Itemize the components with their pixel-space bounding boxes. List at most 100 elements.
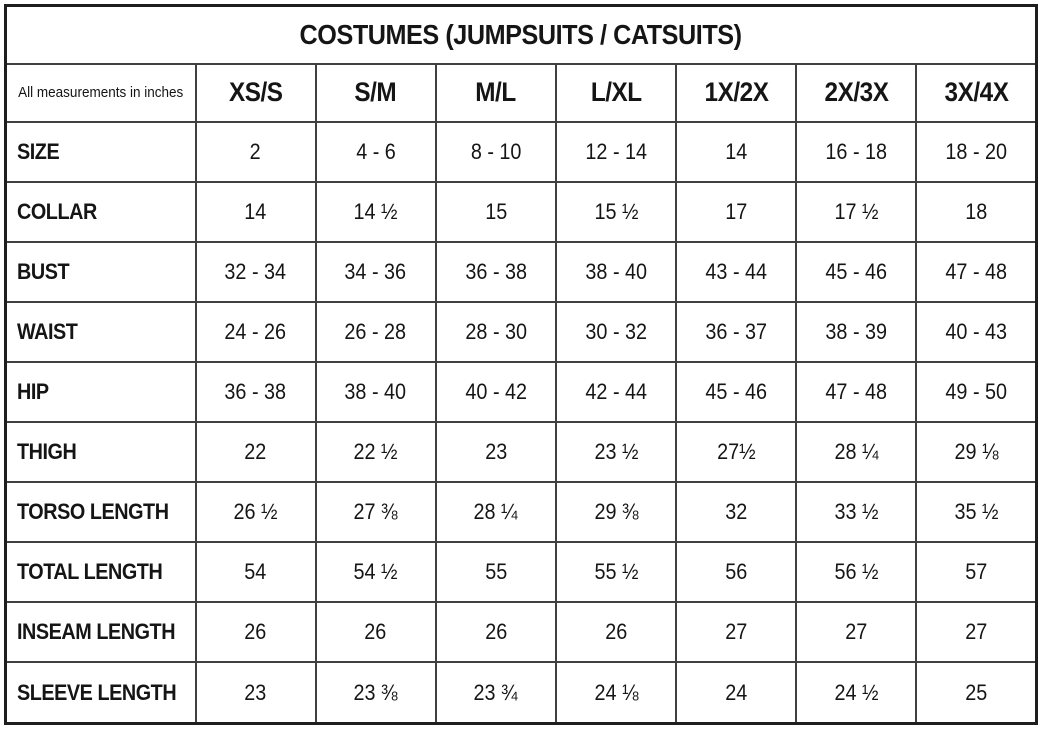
cell-value: 26	[364, 619, 387, 645]
cell-value: 2	[250, 138, 262, 164]
cell-value: 14	[725, 138, 748, 164]
cell-value: 27	[725, 619, 748, 645]
cell: 43 - 44	[675, 240, 798, 303]
cell: 25	[915, 661, 1038, 725]
cell: 26 ½	[194, 480, 317, 544]
cell: 42 - 44	[554, 360, 678, 423]
cell-value: 23 ½	[593, 438, 639, 464]
cell-value: 55	[484, 559, 507, 585]
cell-value: 26 - 28	[344, 318, 407, 344]
cell: 23	[434, 420, 557, 483]
cell: 17	[675, 180, 798, 243]
column-header-text: S/M	[354, 77, 397, 107]
header-row: All measurements in inches XS/S S/M M/L L/X…	[4, 62, 1038, 123]
column-header-text: 3X/4X	[944, 77, 1009, 107]
cell: 18 - 20	[915, 120, 1038, 183]
cell-value: 40 - 42	[465, 378, 527, 404]
cell: 45 - 46	[675, 360, 798, 423]
cell: 23 ¾	[434, 661, 557, 725]
cell-value: 32	[725, 499, 748, 524]
row-label-text: TORSO LENGTH	[17, 499, 169, 524]
cell: 23 ⅜	[314, 661, 437, 725]
column-header-l-xl: L/XL	[554, 62, 678, 123]
column-header-text: XS/S	[228, 77, 283, 107]
cell-value: 22 ½	[353, 438, 398, 464]
chart-title: COSTUMES (JUMPSUITS / CATSUITS)	[4, 4, 1038, 65]
row-label: INSEAM LENGTH	[4, 601, 197, 664]
cell-value: 47 - 48	[945, 258, 1007, 284]
cell-value: 40 - 43	[945, 318, 1007, 344]
cell-value: 26	[604, 619, 628, 645]
cell-value: 29 ⅜	[593, 499, 639, 524]
cell: 29 ⅛	[915, 420, 1038, 483]
cell-value: 56 ½	[834, 559, 879, 585]
cell: 2	[194, 120, 317, 183]
table-row-thigh: THIGH 22 22 ½ 23 23 ½ 27½ 28 ¼ 29 ⅛	[4, 420, 1038, 483]
cell: 36 - 37	[675, 300, 798, 363]
row-label: SLEEVE LENGTH	[4, 661, 197, 725]
cell-value: 28 ¼	[834, 438, 879, 464]
cell-value: 23 ⅜	[353, 679, 398, 705]
cell: 27	[675, 601, 798, 664]
cell: 15	[434, 180, 557, 243]
cell: 55 ½	[554, 541, 678, 604]
column-header-m-l: M/L	[434, 62, 557, 123]
table-row-total-length: TOTAL LENGTH 54 54 ½ 55 55 ½ 56 56 ½ 57	[4, 541, 1038, 604]
row-label-text: WAIST	[17, 318, 78, 344]
cell: 14	[675, 120, 798, 183]
row-label-text: TOTAL LENGTH	[17, 559, 163, 585]
cell-value: 23	[244, 679, 267, 705]
table-row-bust: BUST 32 - 34 34 - 36 36 - 38 38 - 40 43 - 44 4…	[4, 240, 1038, 303]
cell-value: 36 - 38	[224, 378, 287, 404]
cell: 49 - 50	[915, 360, 1038, 423]
table-row-size: SIZE 2 4 - 6 8 - 10 12 - 14 14 16 - 18 18 - 20	[4, 120, 1038, 183]
cell: 14 ½	[314, 180, 437, 243]
cell-value: 55 ½	[593, 559, 639, 585]
cell-value: 16 - 18	[825, 138, 888, 164]
cell: 27½	[675, 420, 798, 483]
cell: 54	[194, 541, 317, 604]
corner-note: All measurements in inches	[4, 62, 197, 123]
cell: 15 ½	[554, 180, 678, 243]
cell-value: 14	[244, 198, 267, 224]
table-row-waist: WAIST 24 - 26 26 - 28 28 - 30 30 - 32 36 - 37…	[4, 300, 1038, 363]
table-row-collar: COLLAR 14 14 ½ 15 15 ½ 17 17 ½ 18	[4, 180, 1038, 243]
cell: 56 ½	[795, 541, 918, 604]
column-header-1x-2x: 1X/2X	[675, 62, 798, 123]
title-row: COSTUMES (JUMPSUITS / CATSUITS)	[4, 4, 1038, 65]
cell: 45 - 46	[795, 240, 918, 303]
column-header-text: L/XL	[590, 77, 642, 107]
cell-value: 24 ½	[834, 679, 879, 705]
cell-value: 18 - 20	[945, 138, 1007, 164]
cell: 23 ½	[554, 420, 678, 483]
cell: 33 ½	[795, 480, 918, 544]
row-label: SIZE	[4, 120, 197, 183]
cell: 26	[194, 601, 317, 664]
cell: 36 - 38	[194, 360, 317, 423]
cell-value: 45 - 46	[705, 378, 767, 404]
cell: 57	[915, 541, 1038, 604]
cell-value: 23 ¾	[473, 679, 518, 705]
cell: 28 - 30	[434, 300, 557, 363]
cell-value: 29 ⅛	[954, 438, 999, 464]
cell: 16 - 18	[795, 120, 918, 183]
cell: 24 - 26	[194, 300, 317, 363]
cell: 34 - 36	[314, 240, 437, 303]
cell: 14	[194, 180, 317, 243]
row-label: TORSO LENGTH	[4, 480, 197, 544]
row-label: HIP	[4, 360, 197, 423]
cell-value: 27½	[716, 438, 756, 464]
cell-value: 26 ½	[233, 499, 278, 524]
corner-note-text: All measurements in inches	[18, 84, 184, 101]
cell-value: 26	[484, 619, 507, 645]
column-header-xs-s: XS/S	[194, 62, 317, 123]
cell: 29 ⅜	[554, 480, 678, 544]
cell: 18	[915, 180, 1038, 243]
cell-value: 17 ½	[834, 198, 879, 224]
cell: 26	[434, 601, 557, 664]
column-header-text: 2X/3X	[824, 77, 889, 107]
cell: 32 - 34	[194, 240, 317, 303]
cell-value: 17	[725, 198, 748, 224]
row-label-text: INSEAM LENGTH	[17, 619, 176, 645]
cell-value: 38 - 39	[825, 318, 888, 344]
